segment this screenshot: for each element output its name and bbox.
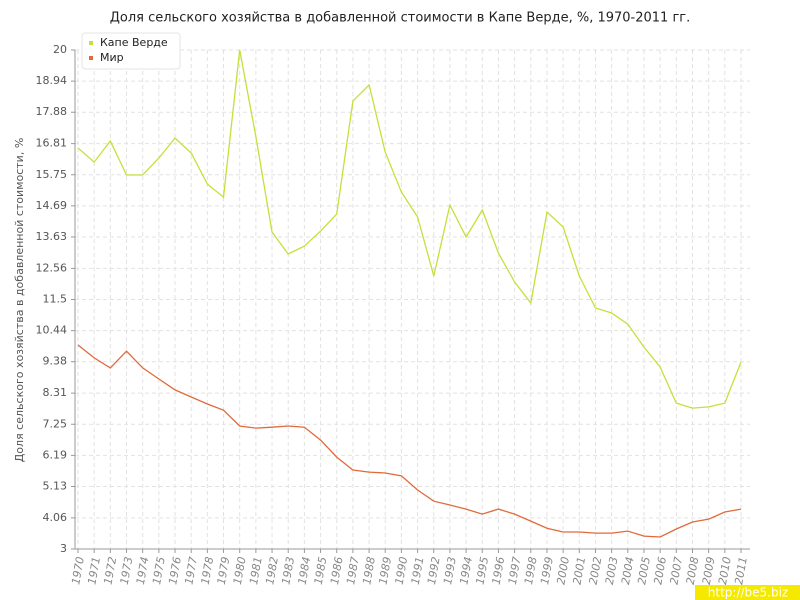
- x-tick-label: 2006: [651, 556, 669, 586]
- y-tick-label: 15.75: [36, 168, 68, 181]
- x-tick-label: 1977: [182, 556, 200, 586]
- x-tick-label: 1971: [85, 556, 103, 586]
- x-tick-label: 1999: [538, 556, 556, 586]
- x-tick-label: 1997: [506, 556, 524, 586]
- x-tick-label: 1993: [441, 556, 459, 586]
- x-tick-label: 2002: [587, 556, 605, 586]
- x-tick-label: 1992: [425, 556, 443, 586]
- y-tick-label: 17.88: [36, 105, 68, 118]
- y-tick-label: 20: [53, 43, 67, 56]
- x-tick-label: 1987: [344, 556, 362, 586]
- x-tick-label: 1972: [102, 556, 120, 586]
- x-tick-label: 1990: [393, 556, 411, 586]
- legend-box: [81, 32, 181, 70]
- x-tick-label: 2003: [603, 556, 621, 586]
- y-tick-label: 13.63: [36, 230, 68, 243]
- x-tick-label: 2008: [684, 556, 702, 586]
- series-line: [77, 344, 742, 538]
- x-tick-label: 1984: [296, 556, 314, 586]
- x-tick-label: 1995: [474, 556, 492, 586]
- x-tick-label: 2010: [716, 556, 734, 586]
- y-tick-label: 12.56: [36, 261, 68, 274]
- x-tick-label: 1973: [118, 556, 136, 586]
- x-tick-label: 2004: [619, 556, 637, 586]
- x-tick-label: 1985: [312, 556, 330, 586]
- y-tick-label: 11.5: [43, 293, 68, 306]
- x-tick-label: 1994: [457, 556, 475, 586]
- x-tick-label: 1981: [247, 556, 265, 586]
- watermark: http://be5.biz: [708, 586, 788, 600]
- y-tick-label: 7.25: [43, 417, 68, 430]
- x-tick-label: 1989: [376, 556, 394, 586]
- y-tick-label: 6.19: [43, 448, 68, 461]
- x-tick-label: 2000: [554, 556, 572, 586]
- x-tick-label: 1986: [328, 556, 346, 586]
- x-tick-label: 1991: [409, 556, 427, 586]
- legend-swatch: [89, 41, 93, 45]
- x-tick-label: 1976: [166, 556, 184, 586]
- y-tick-label: 9.38: [43, 355, 68, 368]
- y-tick-label: 8.31: [43, 386, 68, 399]
- x-tick-label: 1998: [522, 556, 540, 586]
- x-tick-label: 2007: [668, 556, 686, 586]
- watermark-bg: [695, 585, 800, 600]
- x-tick-label: 1982: [263, 556, 281, 586]
- x-tick-label: 1996: [490, 556, 508, 586]
- x-tick-label: 1970: [69, 556, 87, 586]
- x-tick-label: 1983: [279, 556, 297, 586]
- x-tick-label: 2005: [635, 556, 653, 586]
- y-axis-label: Доля сельского хозяйства в добавленной с…: [13, 138, 26, 463]
- y-tick-label: 14.69: [36, 199, 68, 212]
- y-tick-label: 5.13: [43, 479, 68, 492]
- legend-label: Мир: [100, 51, 124, 64]
- x-tick-label: 1988: [360, 556, 378, 586]
- x-tick-label: 1980: [231, 556, 249, 586]
- x-tick-label: 1974: [134, 556, 152, 586]
- x-tick-label: 1979: [215, 556, 233, 586]
- x-tick-label: 2009: [700, 556, 718, 586]
- y-tick-label: 18.94: [36, 74, 68, 87]
- x-tick-label: 2001: [571, 556, 589, 586]
- x-tick-label: 1975: [150, 556, 168, 586]
- y-tick-label: 16.81: [36, 137, 68, 150]
- chart-title: Доля сельского хозяйства в добавленной с…: [110, 11, 691, 26]
- x-tick-label: 2011: [732, 556, 750, 586]
- legend-label: Капе Верде: [100, 36, 168, 49]
- x-tick-label: 1978: [199, 556, 217, 586]
- y-tick-label: 10.44: [36, 324, 68, 337]
- legend-swatch: [89, 56, 93, 60]
- y-tick-label: 4.06: [43, 511, 68, 524]
- series-line: [77, 49, 742, 409]
- y-tick-label: 3: [60, 542, 67, 555]
